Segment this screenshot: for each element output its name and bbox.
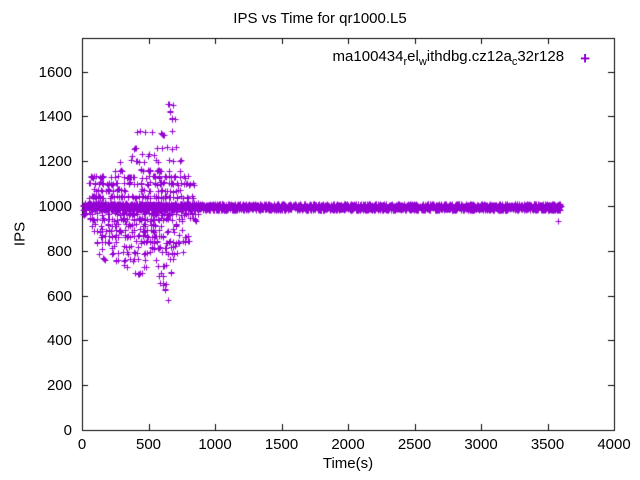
legend: ma100434relwithdbg.cz12ac32r128 + (333, 48, 590, 68)
y-tick-label: 1200 (38, 153, 72, 171)
x-tick-label: 1000 (198, 436, 232, 453)
y-tick-label: 600 (46, 287, 72, 305)
y-tick-label: 0 (63, 422, 72, 439)
x-tick-label: 500 (135, 436, 162, 453)
chart-title: IPS vs Time for qr1000.L5 (233, 10, 407, 27)
legend-label-part: r (403, 56, 408, 68)
plus-marker-icon: + (580, 48, 590, 68)
y-tick-label: 1400 (38, 108, 72, 126)
legend-label-part: w (418, 56, 427, 68)
legend-label-part: c (511, 56, 518, 68)
legend-series-label: ma100434relwithdbg.cz12ac32r128 (333, 48, 565, 68)
legend-label-part: el (407, 48, 419, 65)
x-tick-label: 4000 (597, 436, 631, 453)
legend-label-part: 32r128 (517, 48, 565, 65)
x-tick-label: 3000 (464, 436, 498, 453)
x-tick-label: 1500 (264, 436, 299, 453)
y-tick-label: 1600 (38, 63, 72, 81)
y-tick-label: 200 (46, 377, 72, 395)
x-axis-label: Time(s) (322, 455, 374, 472)
y-tick-label: 800 (46, 242, 72, 260)
legend-label-part: ma100434 (332, 48, 404, 65)
y-tick-label: 1000 (38, 198, 72, 215)
x-tick-label: 3500 (530, 436, 565, 453)
x-tick-label: 0 (77, 436, 87, 453)
x-tick-label: 2500 (397, 436, 432, 453)
x-tick-label: 2000 (331, 436, 365, 453)
legend-label-part: ithdbg.cz12a (426, 48, 512, 65)
y-tick-label: 400 (46, 332, 72, 350)
